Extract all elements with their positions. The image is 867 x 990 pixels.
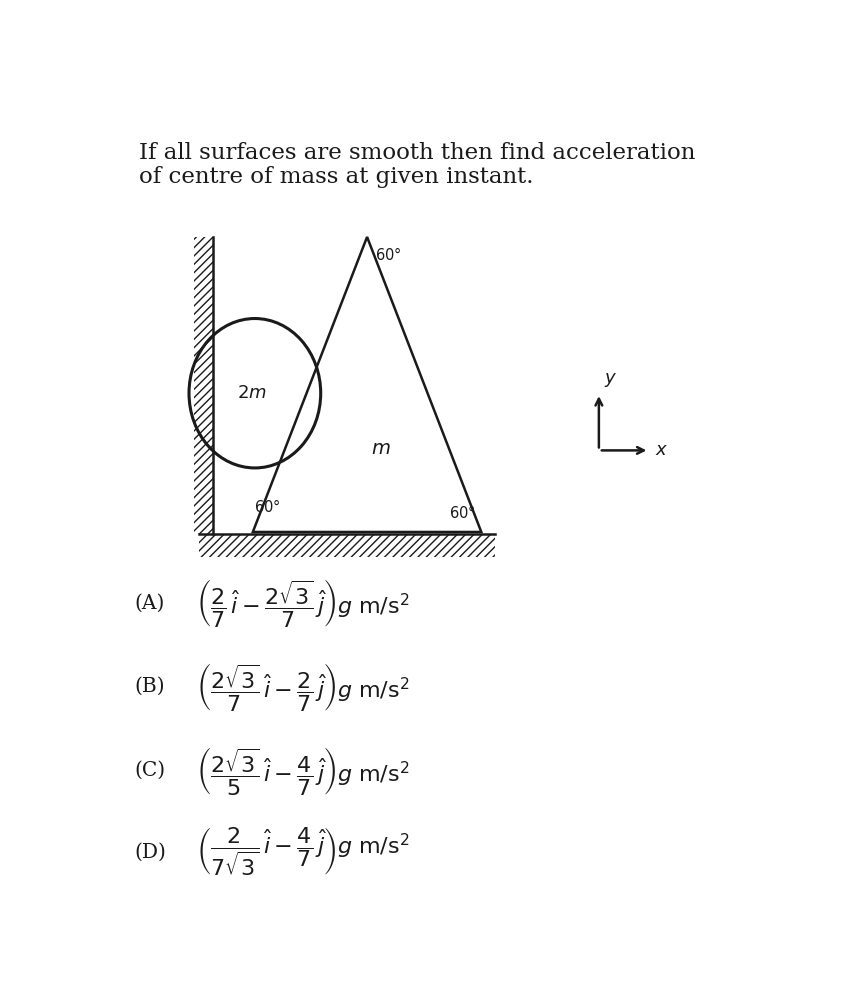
Text: (A): (A) xyxy=(134,593,164,613)
Text: (B): (B) xyxy=(134,677,165,696)
Text: $x$: $x$ xyxy=(655,442,668,459)
Text: (C): (C) xyxy=(134,761,165,780)
Text: $\left(\dfrac{2\sqrt{3}}{5}\,\hat{i} - \dfrac{4}{7}\,\hat{j}\right) g \;\mathrm{: $\left(\dfrac{2\sqrt{3}}{5}\,\hat{i} - \… xyxy=(196,744,409,797)
Text: (D): (D) xyxy=(134,842,166,861)
Text: of centre of mass at given instant.: of centre of mass at given instant. xyxy=(139,166,533,188)
Text: $60°$: $60°$ xyxy=(254,498,281,515)
Text: $\left(\dfrac{2\sqrt{3}}{7}\,\hat{i} - \dfrac{2}{7}\,\hat{j}\right) g \;\mathrm{: $\left(\dfrac{2\sqrt{3}}{7}\,\hat{i} - \… xyxy=(196,660,409,713)
Bar xyxy=(199,535,495,557)
Text: $60°$: $60°$ xyxy=(449,504,475,521)
Bar xyxy=(193,237,212,535)
Text: If all surfaces are smooth then find acceleration: If all surfaces are smooth then find acc… xyxy=(139,142,695,163)
Text: $\left(\dfrac{2}{7\sqrt{3}}\,\hat{i} - \dfrac{4}{7}\,\hat{j}\right) g \;\mathrm{: $\left(\dfrac{2}{7\sqrt{3}}\,\hat{i} - \… xyxy=(196,826,409,878)
Text: $60°$: $60°$ xyxy=(375,247,401,263)
Text: $y$: $y$ xyxy=(604,371,617,389)
Text: $2m$: $2m$ xyxy=(237,384,266,402)
Text: $\left(\dfrac{2}{7}\,\hat{i} - \dfrac{2\sqrt{3}}{7}\,\hat{j}\right) g \;\mathrm{: $\left(\dfrac{2}{7}\,\hat{i} - \dfrac{2\… xyxy=(196,577,409,629)
Text: $m$: $m$ xyxy=(371,440,390,458)
